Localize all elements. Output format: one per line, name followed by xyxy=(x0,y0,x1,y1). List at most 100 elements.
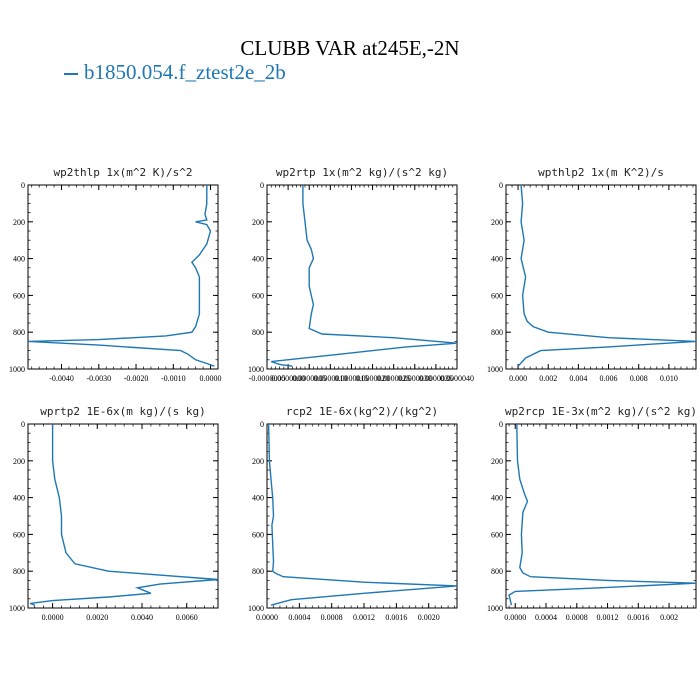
x-tick-label: 0.0000 xyxy=(200,374,222,383)
y-tick-label: 200 xyxy=(13,457,25,466)
panel-title: wpthlp2 1x(m K^2)/s xyxy=(538,166,664,179)
plot-frame xyxy=(505,184,697,370)
y-tick-label: 800 xyxy=(13,328,25,337)
series-line xyxy=(28,185,215,367)
y-tick-label: 800 xyxy=(252,328,264,337)
y-tick-label: 200 xyxy=(491,218,503,227)
x-tick-label: 0.0000025 xyxy=(377,374,411,383)
x-tick-label: 0.0012 xyxy=(353,613,375,622)
plot-frame xyxy=(266,423,458,609)
x-tick-label: 0.0000 xyxy=(504,613,526,622)
y-tick-label: 200 xyxy=(13,218,25,227)
plot-frame xyxy=(27,184,219,370)
y-tick-label: 400 xyxy=(252,255,264,264)
y-tick-label: 600 xyxy=(13,291,25,300)
y-tick-label: 0 xyxy=(260,420,264,429)
y-tick-label: 200 xyxy=(252,218,264,227)
x-tick-label: 0.0060 xyxy=(176,613,198,622)
series-line xyxy=(517,185,696,367)
y-tick-label: 400 xyxy=(491,494,503,503)
y-tick-label: 600 xyxy=(13,530,25,539)
x-tick-label: 0.0000005 xyxy=(292,374,326,383)
y-tick-label: 0 xyxy=(499,181,503,190)
figure-title: CLUBB VAR at245E,-2N xyxy=(240,36,460,60)
y-tick-label: 400 xyxy=(491,255,503,264)
x-tick-label: 0.0008 xyxy=(566,613,588,622)
y-tick-label: 200 xyxy=(491,457,503,466)
y-tick-label: 600 xyxy=(252,291,264,300)
panel-title: wp2thlp 1x(m^2 K)/s^2 xyxy=(53,166,192,179)
y-tick-label: 800 xyxy=(491,567,503,576)
y-tick-label: 1000 xyxy=(248,365,264,374)
x-tick-label: -0.0020 xyxy=(124,374,149,383)
y-tick-label: 800 xyxy=(252,567,264,576)
x-tick-label: 0.0020 xyxy=(418,613,440,622)
y-tick-label: 400 xyxy=(13,494,25,503)
x-tick-label: -0.0000005 xyxy=(249,374,286,383)
x-tick-label: 0.0000040 xyxy=(440,374,474,383)
y-tick-label: 600 xyxy=(491,291,503,300)
panel-title: wprtp2 1E-6x(m kg)/(s kg) xyxy=(40,405,206,418)
y-tick-label: 400 xyxy=(13,255,25,264)
x-tick-label: 0.0000015 xyxy=(334,374,368,383)
panel-title: rcp2 1E-6x(kg^2)/(kg^2) xyxy=(286,405,438,418)
y-tick-label: 1000 xyxy=(487,365,503,374)
legend-label: b1850.054.f_ztest2e_2b xyxy=(84,60,286,84)
x-tick-label: 0.0004 xyxy=(288,613,310,622)
y-tick-label: 1000 xyxy=(248,604,264,613)
panel-3: wpthlp2 1x(m K^2)/s 0 200 400 600 800 1000 0.00… xyxy=(487,166,697,383)
series-line xyxy=(270,185,457,367)
x-tick-label: 0.0000030 xyxy=(398,374,432,383)
series-line xyxy=(267,424,457,606)
panel-title: wp2rcp 1E-3x(m^2 kg)/(s^2 kg) xyxy=(505,405,697,418)
x-tick-label: 0.000 xyxy=(509,374,527,383)
x-tick-label: 0.0016 xyxy=(627,613,649,622)
x-tick-label: 0.0040 xyxy=(131,613,153,622)
y-tick-label: 0 xyxy=(21,420,25,429)
x-tick-label: 0.0000 xyxy=(42,613,64,622)
y-tick-label: 0 xyxy=(499,420,503,429)
panel-6: wp2rcp 1E-3x(m^2 kg)/(s^2 kg)0 200 400 600 8… xyxy=(487,405,697,622)
x-tick-label: -0.0010 xyxy=(161,374,186,383)
y-tick-label: 1000 xyxy=(9,365,25,374)
x-tick-label: 0.0008 xyxy=(321,613,343,622)
x-tick-label: 0.0016 xyxy=(385,613,407,622)
x-tick-label: 0.0000000 xyxy=(271,374,305,383)
x-tick-label: 0.0004 xyxy=(535,613,557,622)
x-tick-label: 0.0000035 xyxy=(419,374,453,383)
y-tick-label: 800 xyxy=(491,328,503,337)
x-tick-label: 0.004 xyxy=(569,374,587,383)
panel-4: wprtp2 1E-6x(m kg)/(s kg) 0 200 400 600 800 10… xyxy=(9,405,219,622)
x-tick-label: 0.002 xyxy=(539,374,557,383)
panel-5: rcp2 1E-6x(kg^2)/(kg^2) 0 200 400 600 800 1000… xyxy=(248,405,458,622)
panel-2: wp2rtp 1x(m^2 kg)/(s^2 kg) 0 200 400 600 800 1… xyxy=(248,166,474,383)
y-tick-label: 200 xyxy=(252,457,264,466)
y-tick-label: 0 xyxy=(260,181,264,190)
series-line xyxy=(29,424,218,606)
x-tick-label: 0.002 xyxy=(660,613,678,622)
y-tick-label: 400 xyxy=(252,494,264,503)
y-tick-label: 800 xyxy=(13,567,25,576)
x-tick-label: -0.0030 xyxy=(86,374,111,383)
x-tick-label: 0.010 xyxy=(660,374,678,383)
legend: b1850.054.f_ztest2e_2b xyxy=(64,60,286,85)
x-tick-label: -0.0040 xyxy=(49,374,74,383)
x-tick-label: 0.0000020 xyxy=(356,374,390,383)
panel-1: wp2thlp 1x(m^2 K)/s^2 0 200 400 600 800 1000 -0… xyxy=(9,166,222,383)
y-tick-label: 600 xyxy=(491,530,503,539)
plot-frame xyxy=(27,423,219,609)
panel-title: wp2rtp 1x(m^2 kg)/(s^2 kg) xyxy=(276,166,448,179)
series-line xyxy=(508,424,696,606)
x-tick-label: 0.0000 xyxy=(256,613,278,622)
legend-line-swatch xyxy=(64,73,78,76)
y-tick-label: 0 xyxy=(21,181,25,190)
y-tick-label: 600 xyxy=(252,530,264,539)
x-tick-label: 0.006 xyxy=(600,374,618,383)
y-tick-label: 1000 xyxy=(487,604,503,613)
x-tick-label: 0.0020 xyxy=(86,613,108,622)
x-tick-label: 0.0012 xyxy=(597,613,619,622)
x-tick-label: 0.008 xyxy=(630,374,648,383)
x-tick-label: 0.0000010 xyxy=(313,374,347,383)
y-tick-label: 1000 xyxy=(9,604,25,613)
